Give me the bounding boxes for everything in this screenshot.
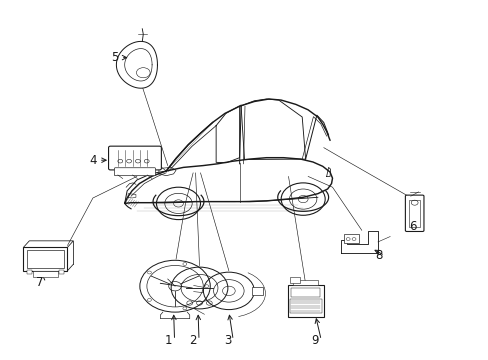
Bar — [287, 285, 324, 317]
Bar — [27, 270, 32, 274]
Text: 7: 7 — [36, 276, 44, 289]
Bar — [293, 280, 318, 285]
Bar — [408, 200, 419, 227]
Bar — [27, 250, 63, 268]
Text: 5: 5 — [111, 51, 119, 64]
Text: 3: 3 — [223, 334, 231, 347]
Bar — [343, 234, 359, 243]
Text: 1: 1 — [164, 334, 172, 347]
Bar — [33, 271, 58, 277]
Text: 4: 4 — [89, 154, 97, 167]
Bar — [23, 247, 67, 271]
FancyBboxPatch shape — [114, 168, 155, 176]
Text: 9: 9 — [311, 334, 319, 347]
Bar — [291, 288, 320, 297]
FancyBboxPatch shape — [108, 146, 161, 170]
Bar — [289, 299, 321, 313]
Text: 8: 8 — [374, 249, 382, 262]
Text: 2: 2 — [189, 334, 197, 347]
FancyBboxPatch shape — [405, 195, 423, 231]
Bar — [59, 270, 63, 274]
Bar — [251, 287, 262, 295]
Bar — [289, 277, 299, 283]
Text: 6: 6 — [408, 220, 416, 233]
